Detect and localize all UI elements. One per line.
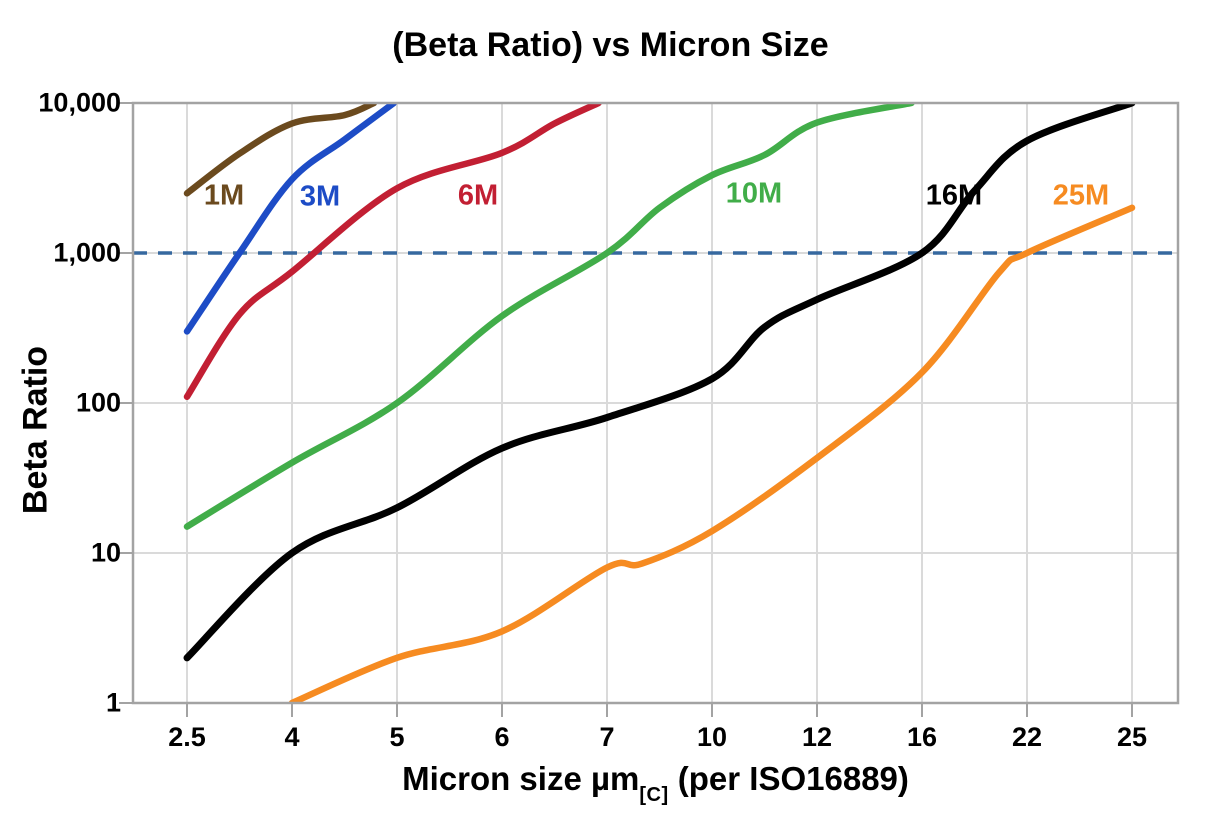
x-axis-title-main: Micron size µm bbox=[402, 760, 640, 797]
curve-10M bbox=[183, 103, 915, 530]
y-tick-label: 10,000 bbox=[38, 87, 121, 118]
x-tick-label: 25 bbox=[1116, 722, 1148, 752]
y-tick-label: 1 bbox=[105, 687, 121, 718]
curve-6M bbox=[183, 103, 602, 401]
x-tick-label: 10 bbox=[696, 722, 728, 752]
y-tick-label: 10 bbox=[90, 537, 121, 568]
y-tick-label: 1,000 bbox=[53, 237, 121, 268]
x-axis-title-tail: (per ISO16889) bbox=[668, 760, 909, 797]
x-axis-title-subscript: [C] bbox=[639, 784, 669, 806]
curves-group bbox=[183, 103, 1136, 703]
series-label-16M: 16M bbox=[925, 179, 983, 212]
x-tick-label: 4 bbox=[284, 722, 300, 752]
series-label-6M: 6M bbox=[457, 179, 499, 212]
x-tick-label: 5 bbox=[389, 722, 405, 752]
series-label-25M: 25M bbox=[1052, 179, 1110, 212]
curve-3M bbox=[183, 103, 398, 335]
x-tick-label: 2.5 bbox=[168, 722, 206, 752]
series-label-1M: 1M bbox=[203, 179, 245, 212]
curve-25M bbox=[288, 204, 1136, 703]
x-axis-title: Micron size µm[C] (per ISO16889) bbox=[133, 760, 1178, 807]
x-tick-label: 16 bbox=[906, 722, 938, 752]
x-tick-label: 22 bbox=[1011, 722, 1043, 752]
curve-1M bbox=[183, 103, 378, 197]
series-label-3M: 3M bbox=[299, 180, 341, 213]
x-tick-label: 12 bbox=[801, 722, 833, 752]
curve-16M bbox=[183, 103, 1136, 662]
x-tick-label: 6 bbox=[494, 722, 510, 752]
y-axis-title: Beta Ratio bbox=[16, 345, 55, 515]
series-label-10M: 10M bbox=[725, 177, 783, 210]
y-tick-label: 100 bbox=[75, 387, 121, 418]
x-tick-label: 7 bbox=[599, 722, 615, 752]
chart-title: (Beta Ratio) vs Micron Size bbox=[392, 26, 829, 64]
